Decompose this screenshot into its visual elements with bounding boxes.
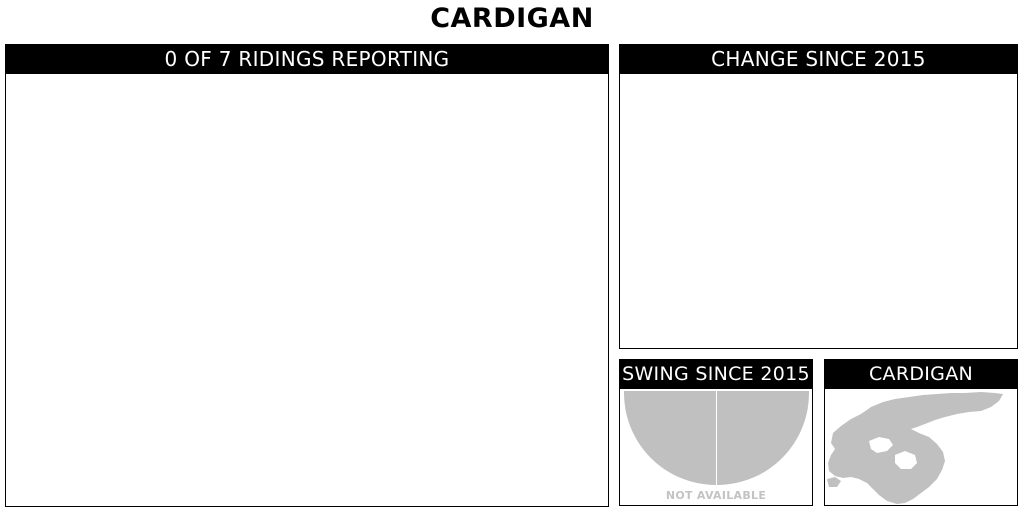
change-panel: CHANGE SINCE 2015 <box>619 44 1018 349</box>
riding-map-shape-icon <box>827 392 1003 504</box>
map-panel-body <box>825 389 1017 505</box>
results-panel: 0 OF 7 RIDINGS REPORTING <box>5 44 609 507</box>
semicircle-swing-gauge-icon <box>623 391 810 485</box>
change-panel-body <box>620 74 1017 348</box>
swing-status-label: NOT AVAILABLE <box>665 489 767 502</box>
swing-panel-header: SWING SINCE 2015 <box>620 360 812 389</box>
map-panel: CARDIGAN <box>824 359 1018 506</box>
swing-gauge-right-half <box>717 391 810 485</box>
swing-gauge-left-half <box>623 391 716 485</box>
results-panel-header: 0 OF 7 RIDINGS REPORTING <box>6 45 608 74</box>
riding-map-bay <box>895 451 917 469</box>
riding-map-island <box>827 477 841 487</box>
riding-map-inlet <box>869 437 893 453</box>
map-panel-header: CARDIGAN <box>825 360 1017 389</box>
riding-map-landmass <box>828 392 1003 504</box>
change-panel-header: CHANGE SINCE 2015 <box>620 45 1017 74</box>
swing-panel-body: NOT AVAILABLE <box>620 389 812 505</box>
results-panel-body <box>6 74 608 506</box>
swing-panel: SWING SINCE 2015 NOT AVAILABLE <box>619 359 813 506</box>
page-title: CARDIGAN <box>430 3 594 34</box>
